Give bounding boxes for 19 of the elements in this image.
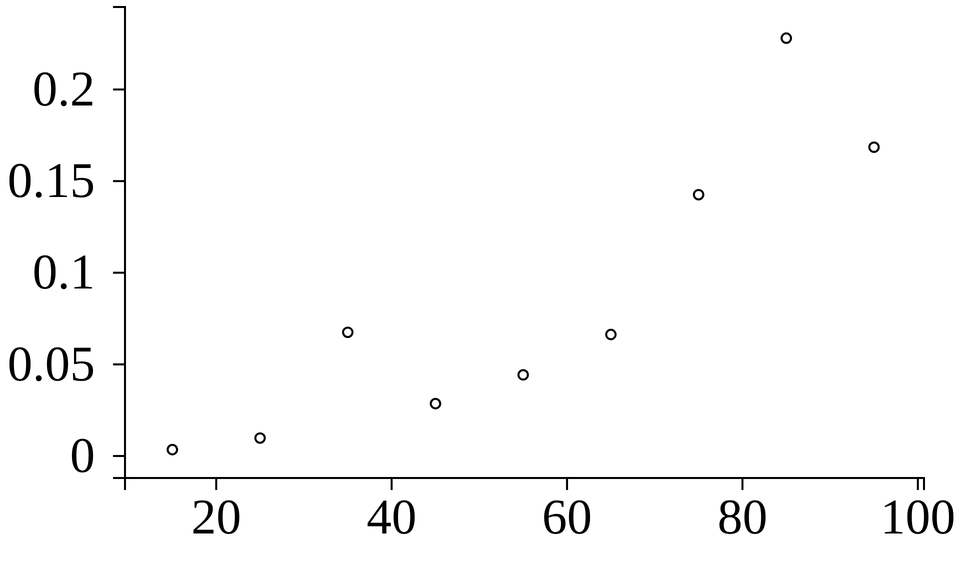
x-tick-label: 100 (880, 488, 956, 544)
point (166, 444, 178, 456)
x-tick-label: 40 (366, 488, 417, 544)
point (517, 369, 529, 381)
y-tick-label: 0.15 (8, 152, 95, 208)
x-tick-label: 60 (542, 488, 592, 544)
point (430, 398, 442, 410)
y-tick-label: 0.2 (32, 60, 95, 116)
point (868, 141, 880, 153)
point (692, 188, 704, 200)
y-tick-label: 0.1 (32, 244, 95, 300)
x-tick-label: 20 (191, 488, 242, 544)
y-tick-label: 0.05 (8, 335, 95, 392)
point (342, 326, 354, 338)
point (605, 328, 617, 340)
x-tick-label: 80 (717, 488, 768, 544)
point (254, 432, 266, 444)
point (780, 32, 792, 44)
y-tick-label: 0 (70, 427, 95, 484)
